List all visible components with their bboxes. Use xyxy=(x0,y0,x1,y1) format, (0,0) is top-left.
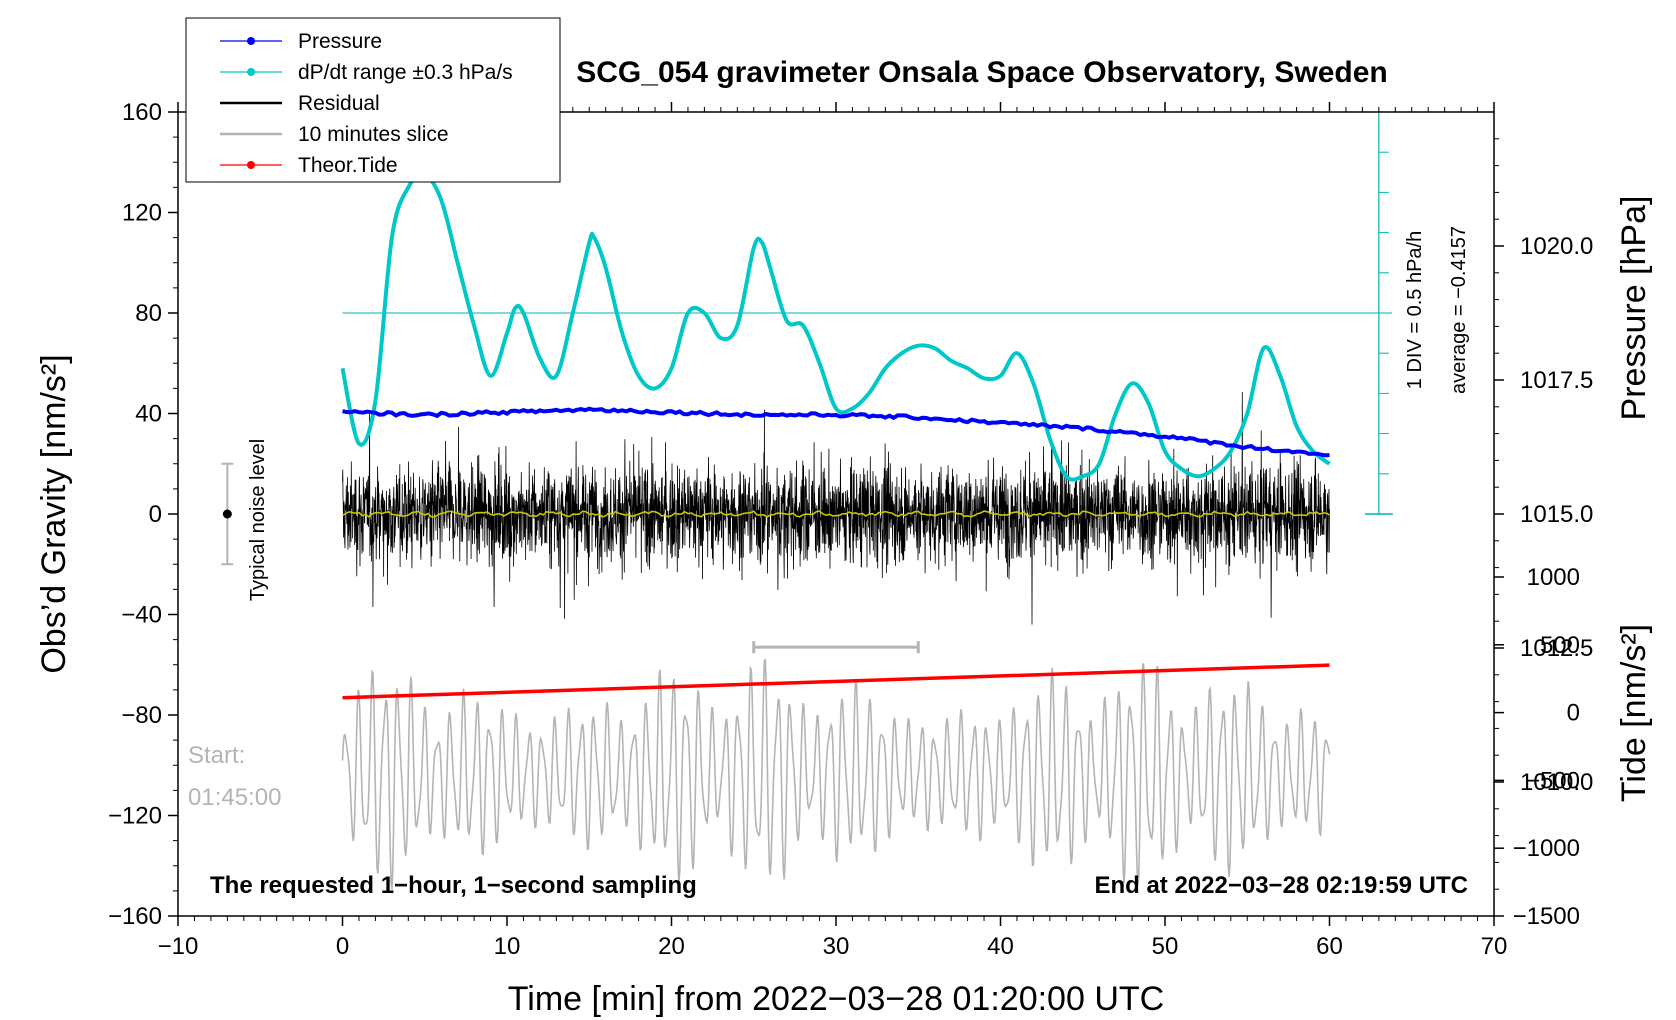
sampling-note: The requested 1−hour, 1−second sampling xyxy=(210,872,697,899)
y-tick-label: 120 xyxy=(122,200,162,227)
end-time-note: End at 2022−03−28 02:19:59 UTC xyxy=(1094,872,1468,899)
y-tick-label: 0 xyxy=(149,501,162,528)
pressure-average-label: average = −0.4157 xyxy=(1448,226,1470,394)
tide-tick-label: 1000 xyxy=(1527,564,1580,591)
tide-tick-label: −500 xyxy=(1526,767,1580,794)
residual-layer xyxy=(342,391,1330,625)
legend-marker xyxy=(247,68,255,76)
start-time-label: 01:45:00 xyxy=(188,784,281,811)
x-tick-label: 60 xyxy=(1316,933,1343,960)
tide-tick-label: −1000 xyxy=(1513,835,1580,862)
x-tick-label: 40 xyxy=(987,933,1014,960)
x-tick-label: 30 xyxy=(823,933,850,960)
y-tick-label: −160 xyxy=(108,903,162,930)
pressure-tick-label: 1017.5 xyxy=(1520,367,1593,394)
residual-mean-line xyxy=(342,510,1330,518)
y-tick-label: −80 xyxy=(121,702,162,729)
tide-tick-label: 500 xyxy=(1540,632,1580,659)
y-tick-label: −40 xyxy=(121,602,162,629)
slice-line xyxy=(341,658,1331,890)
pressure-line xyxy=(342,406,1330,458)
noise-level-dot xyxy=(222,509,232,519)
pressure-tick-label: 1015.0 xyxy=(1520,501,1593,528)
legend-marker xyxy=(247,37,255,45)
legend-label: Theor.Tide xyxy=(298,154,398,177)
legend-box xyxy=(185,17,561,183)
legend-label: Pressure xyxy=(298,30,382,53)
tide-slice-layer xyxy=(341,658,1331,890)
axes-layer: −10 0 10 20 30 40 50 60 70 −160 −120 −80 −40 0 40 80 120… xyxy=(108,99,1593,960)
legend-label: 10 minutes slice xyxy=(298,123,449,146)
y-tick-label: 40 xyxy=(135,401,162,428)
x-tick-label: −10 xyxy=(158,933,199,960)
pressure-scale-label: 1 DIV = 0.5 hPa/h xyxy=(1404,231,1426,389)
x-tick-label: 70 xyxy=(1481,933,1508,960)
tide-tick-label: 0 xyxy=(1567,700,1580,727)
x-tick-label: 0 xyxy=(336,933,349,960)
legend-marker xyxy=(247,161,255,169)
dpdt-line xyxy=(340,172,1331,482)
x-axis-title: Time [min] from 2022−03−28 01:20:00 UTC xyxy=(508,980,1164,1018)
pressure-tick-label: 1020.0 xyxy=(1520,233,1593,260)
tide-tick-label: −1500 xyxy=(1513,903,1580,930)
x-tick-label: 20 xyxy=(658,933,685,960)
y-tick-label: −120 xyxy=(108,803,162,830)
y-tick-label: 80 xyxy=(135,300,162,327)
series-layer xyxy=(221,111,1393,700)
chart-title: SCG_054 gravimeter Onsala Space Observat… xyxy=(576,56,1388,89)
legend: Pressure dP/dt range ±0.3 hPa/s Residual 10… xyxy=(185,17,561,183)
noise-level-label: Typical noise level xyxy=(247,439,269,601)
pressure-axis-title: Pressure [hPa] xyxy=(1615,196,1653,421)
x-tick-label: 50 xyxy=(1152,933,1179,960)
pressure-tick-label: 1012.5 xyxy=(1520,635,1593,662)
y-axis-title: Obs’d Gravity [nm/s²] xyxy=(35,354,73,673)
pressure-tick-label: 1010.0 xyxy=(1520,769,1593,796)
start-label: Start: xyxy=(188,742,245,769)
x-tick-label: 10 xyxy=(494,933,521,960)
legend-label: dP/dt range ±0.3 hPa/s xyxy=(298,61,513,84)
tide-line xyxy=(342,663,1330,700)
legend-label: Residual xyxy=(298,92,380,115)
residual-line xyxy=(342,391,1330,625)
y-tick-label: 160 xyxy=(122,99,162,126)
tide-axis-title: Tide [nm/s²] xyxy=(1615,624,1653,802)
